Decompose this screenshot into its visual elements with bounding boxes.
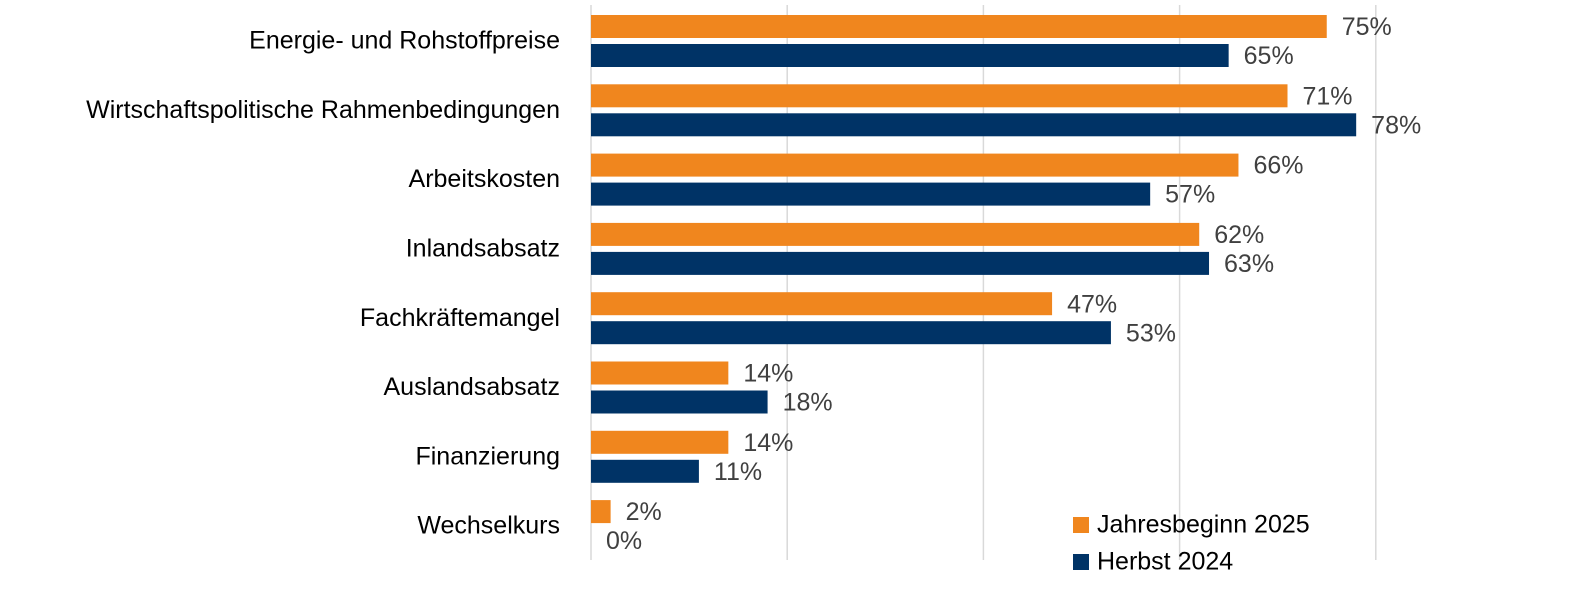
data-label: 63% [1224,250,1274,278]
category-label: Wechselkurs [417,512,560,540]
bar [591,15,1327,38]
data-label: 71% [1303,82,1353,110]
category-label: Energie- und Rohstoffpreise [249,27,560,55]
category-label: Wirtschaftspolitische Rahmenbedingungen [86,96,560,124]
data-label: 62% [1214,221,1264,249]
bar [591,321,1111,345]
legend-label: Jahresbeginn 2025 [1097,511,1310,539]
bar [591,459,699,483]
legend-swatch [1073,554,1089,570]
bar [591,113,1357,137]
data-label: 47% [1067,290,1117,318]
data-label: 65% [1244,42,1294,70]
bar [591,390,768,414]
data-label: 0% [606,527,642,555]
bar [591,182,1151,206]
data-label: 78% [1371,111,1421,139]
bar [591,222,1200,246]
data-label: 57% [1165,181,1215,209]
data-label: 75% [1342,13,1392,41]
data-label: 2% [626,498,662,526]
bar [591,84,1288,108]
legend-swatch [1073,517,1089,533]
bar [591,292,1053,316]
bar [591,430,729,454]
category-label: Auslandsabsatz [383,373,560,401]
category-label: Inlandsabsatz [406,235,560,263]
bar [591,500,611,524]
bar [591,153,1239,177]
bar [591,44,1229,67]
data-label: 14% [743,360,793,388]
bar [591,361,729,385]
data-label: 11% [714,458,762,486]
data-label: 18% [783,389,833,417]
category-label: Arbeitskosten [409,165,560,193]
data-label: 14% [743,429,793,457]
bar [591,251,1210,275]
data-label: 66% [1253,152,1303,180]
legend-label: Herbst 2024 [1097,548,1233,576]
category-label: Finanzierung [415,442,560,470]
data-label: 53% [1126,319,1176,347]
category-label: Fachkräftemangel [360,304,560,332]
